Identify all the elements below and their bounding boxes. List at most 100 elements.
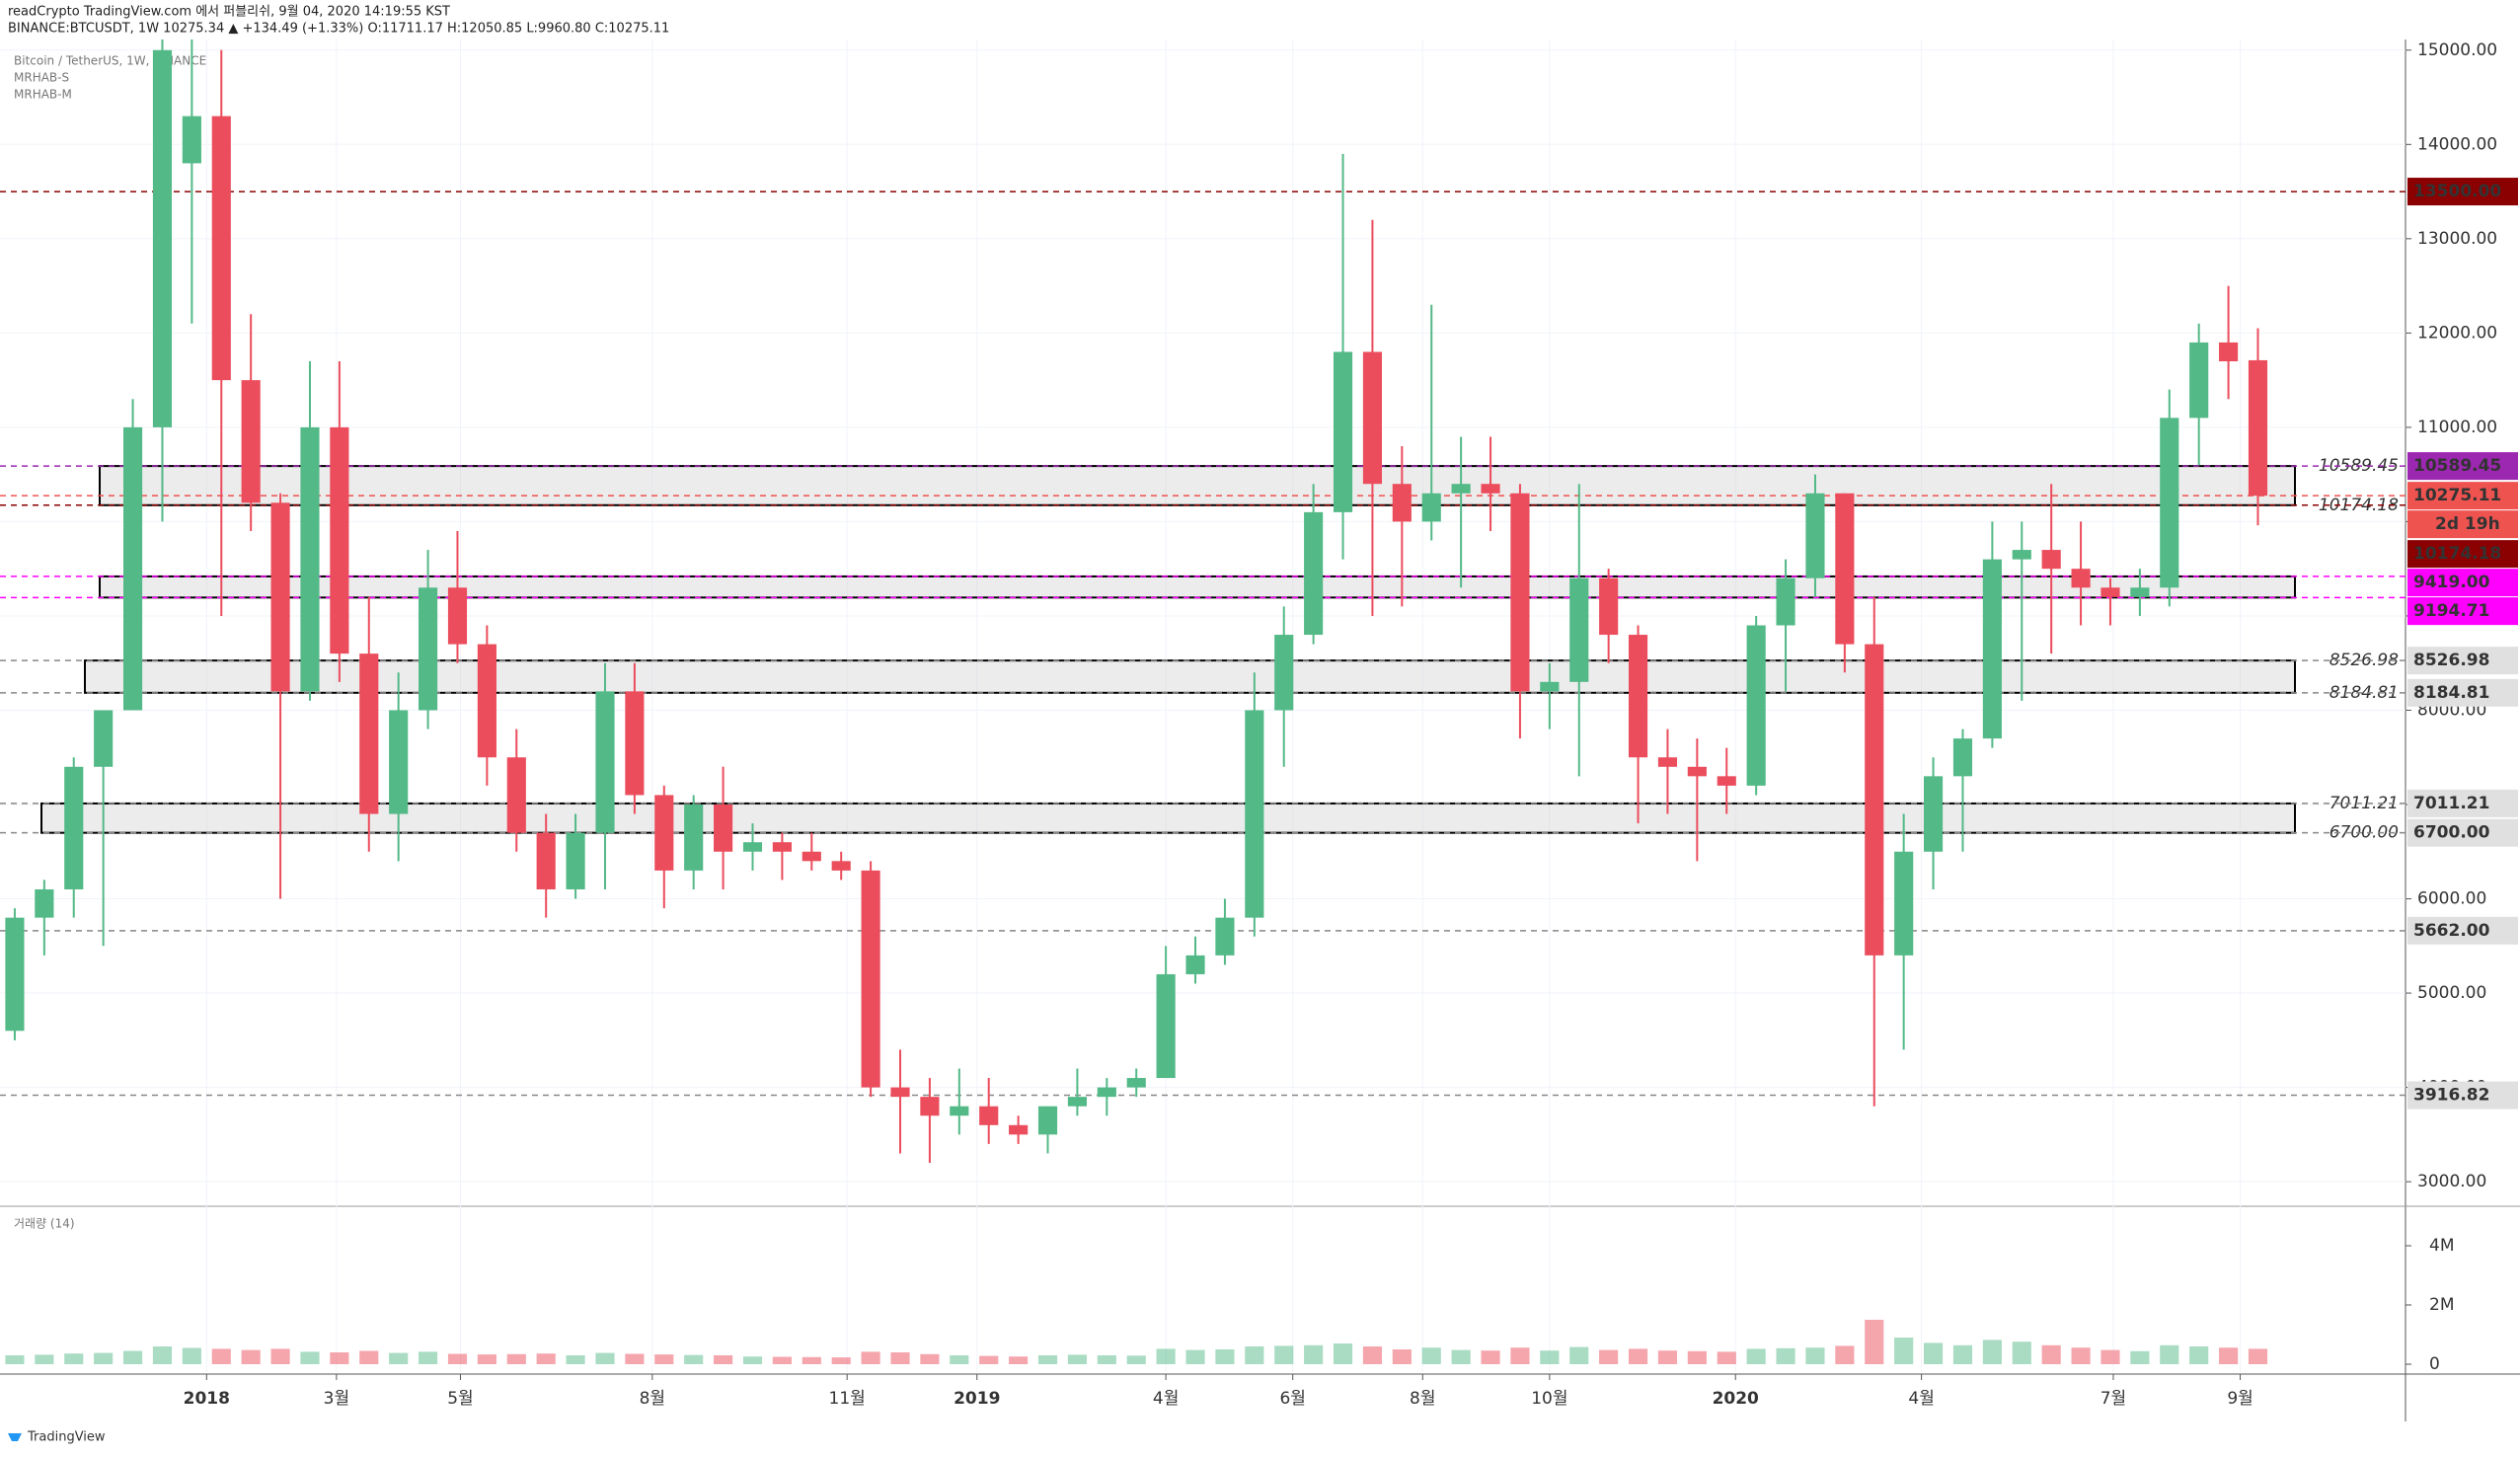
candle-body [35, 888, 54, 918]
candle-body [211, 115, 231, 381]
header: readCrypto TradingView.com 에서 퍼블리쉬, 9월 0… [8, 5, 450, 20]
candle-body [5, 917, 25, 1032]
candle-body [772, 842, 792, 852]
price-badge [2407, 818, 2518, 847]
candle-body [1717, 776, 1736, 786]
volume-bar [742, 1356, 763, 1364]
volume-bar [211, 1348, 231, 1364]
x-tick-label: 4월 [1153, 1389, 1179, 1409]
candle-body [742, 842, 763, 852]
candle-body [2100, 587, 2120, 597]
candle-body [1333, 351, 1353, 512]
price-badge [2407, 178, 2518, 206]
candle-body [566, 832, 585, 889]
candle-body [1835, 493, 1855, 645]
x-tick-label: 2020 [1713, 1389, 1759, 1409]
legend-entry: MRHAB-M [14, 88, 72, 102]
x-tick-label: 11월 [829, 1389, 866, 1409]
candle-body [2189, 342, 2209, 419]
volume-bar [359, 1350, 379, 1364]
zone-label: 7011.21 [2329, 794, 2399, 813]
volume-bar [1126, 1355, 1146, 1364]
volume-bar [330, 1352, 349, 1364]
price-badge [2407, 916, 2518, 945]
candle-body [152, 49, 173, 427]
volume-bar [152, 1346, 173, 1364]
candle-body [831, 861, 851, 871]
symbol-line: BINANCE:BTCUSDT, 1W 10275.34 ▲ +134.49 (… [8, 22, 669, 37]
volume-bar [979, 1355, 999, 1364]
x-tick-label: 5월 [447, 1389, 473, 1409]
volume-bar [1481, 1350, 1500, 1364]
candle-body [389, 710, 409, 814]
candle-body [1451, 484, 1471, 494]
volume-bar [1805, 1347, 1825, 1364]
volume-bar [241, 1349, 261, 1364]
candle-body [1540, 681, 1560, 692]
candle-body [1037, 1106, 1058, 1135]
candle-body [654, 795, 674, 871]
volume-bar [1924, 1342, 1944, 1364]
volume-bar [1982, 1340, 2002, 1364]
candle-body [684, 805, 704, 871]
y-tick-label: 13000.00 [2417, 229, 2497, 249]
logo [8, 1433, 22, 1441]
y-tick-label: 3000.00 [2417, 1172, 2486, 1191]
volume-bar [64, 1353, 84, 1364]
x-tick-label: 8월 [640, 1389, 665, 1409]
volume-bar [920, 1353, 940, 1364]
candle-body [1009, 1124, 1029, 1135]
volume-bar [94, 1352, 114, 1364]
volume-bar [1952, 1344, 1973, 1364]
candle-body [359, 653, 379, 814]
volume-bar [1510, 1347, 1530, 1364]
volume-bar [950, 1355, 969, 1364]
volume-bar [566, 1355, 585, 1364]
price-badge-label: 10589.45 [2413, 456, 2501, 476]
volume-bar [1067, 1354, 1087, 1364]
candle-body [1746, 625, 1766, 786]
candle-body [182, 115, 201, 164]
zone-label: 6700.00 [2329, 823, 2399, 843]
candle-body [1097, 1087, 1116, 1098]
volume-bar [1362, 1346, 1383, 1364]
price-badge [2407, 647, 2518, 675]
price-badge [2407, 1081, 2518, 1110]
price-badge-label: 9194.71 [2413, 601, 2489, 621]
zone [40, 802, 2296, 834]
candle-body [979, 1106, 999, 1125]
volume-bar [1776, 1347, 1795, 1364]
countdown: 2d 19h [2435, 514, 2500, 534]
candle-body [1215, 917, 1235, 956]
candle-body [2071, 569, 2091, 588]
candle-body [1156, 973, 1176, 1079]
x-tick-label: 10월 [1531, 1389, 1567, 1409]
candle-body [94, 710, 114, 767]
price-badge-label: 6700.00 [2413, 823, 2490, 843]
price-badge [2407, 597, 2518, 626]
y-tick-label: 6000.00 [2417, 889, 2486, 909]
candle-body [595, 691, 615, 833]
volume-bar [1599, 1349, 1619, 1364]
volume-bar [1245, 1346, 1264, 1364]
volume-bar [1215, 1349, 1235, 1364]
volume-bar [2041, 1344, 2061, 1364]
volume-bar [802, 1356, 821, 1364]
volume-bar [1037, 1355, 1058, 1364]
countdown-badge [2407, 510, 2518, 539]
volume-bar [1185, 1349, 1205, 1364]
zone [99, 465, 2296, 506]
candle-body [625, 691, 645, 796]
volume-bar [684, 1354, 704, 1364]
price-badge-label: 7011.21 [2413, 794, 2489, 813]
price-badge-label: 9419.00 [2413, 573, 2490, 592]
volume-bar [2248, 1348, 2268, 1364]
volume-bar [1628, 1348, 1648, 1364]
y-tick-label: 11000.00 [2417, 418, 2497, 437]
candle-body [1304, 511, 1324, 636]
candle-body [1657, 757, 1678, 767]
volume-bar [1657, 1350, 1678, 1364]
candle-body [920, 1097, 940, 1116]
volume-bar [2012, 1342, 2031, 1364]
